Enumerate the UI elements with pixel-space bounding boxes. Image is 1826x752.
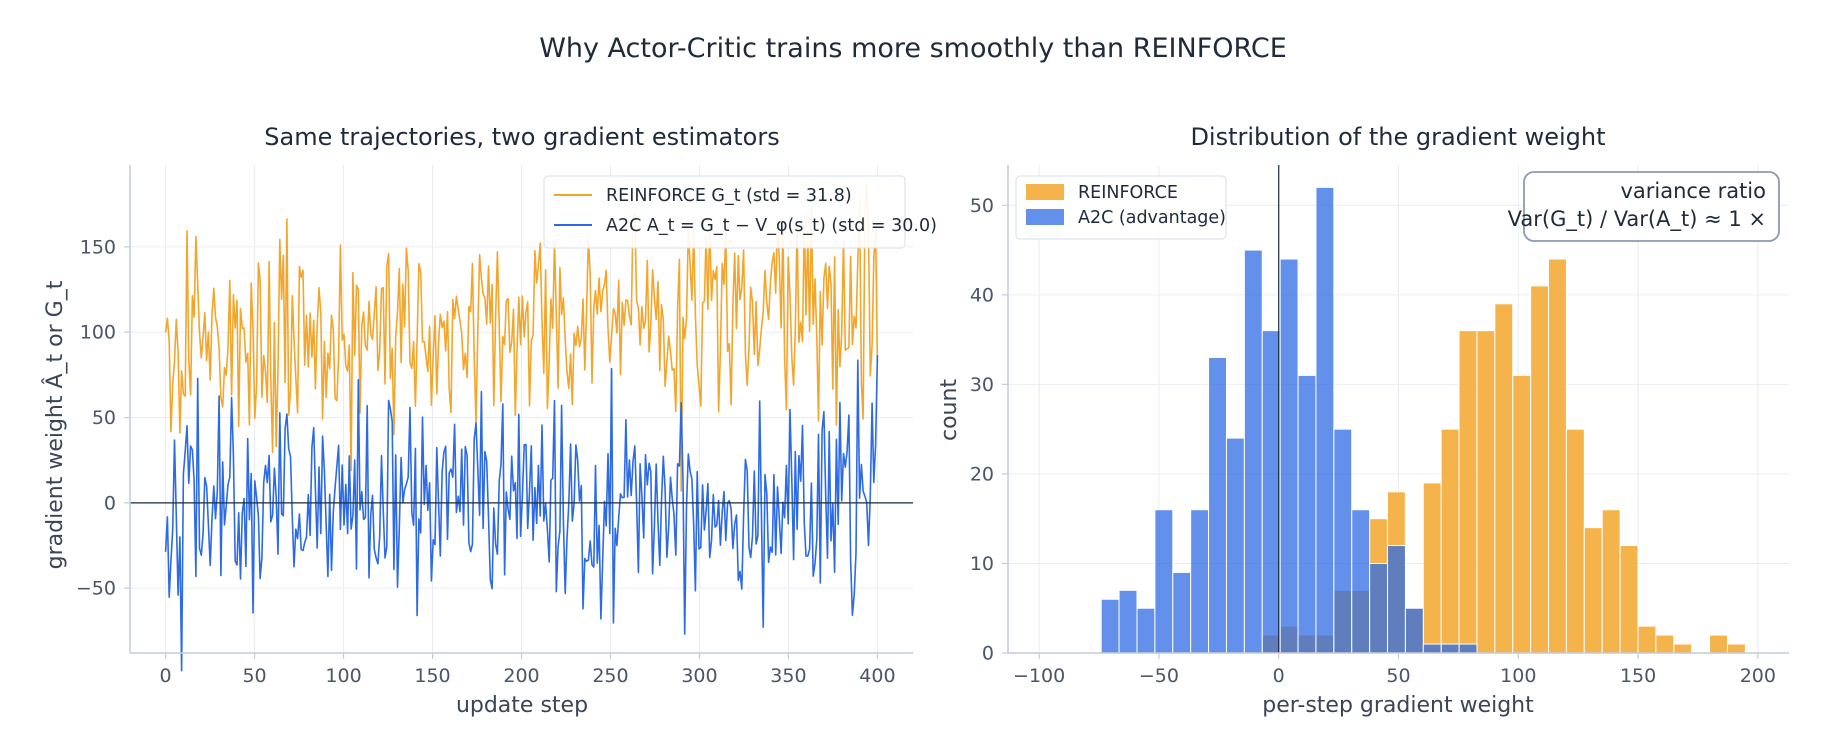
left-xtick-label: 50 <box>242 665 266 687</box>
right-ytick-label: 0 <box>982 643 994 665</box>
left-legend-label: A2C A_t = G_t − V_φ(s_t) (std = 30.0) <box>606 216 937 236</box>
a2c-histogram-bar <box>1351 509 1371 654</box>
a2c-series-line <box>164 355 879 672</box>
right-xlabel: per-step gradient weight <box>1262 693 1534 718</box>
a2c-histogram-bar <box>1387 545 1406 654</box>
right-panel-histogram: Distribution of the gradient weight −100… <box>937 123 1789 718</box>
left-xtick-label: 250 <box>592 665 628 687</box>
right-xtick-label: −50 <box>1139 665 1179 687</box>
right-legend-box <box>1015 175 1227 240</box>
reinforce-histogram-bar <box>1637 625 1657 654</box>
reinforce-histogram-bar <box>1530 285 1550 654</box>
reinforce-series-line <box>164 182 879 492</box>
right-xtick-label: 0 <box>1273 665 1285 687</box>
right-legend-label: A2C (advantage) <box>1078 208 1226 228</box>
reinforce-histogram-bar <box>1512 374 1532 654</box>
reinforce-histogram-bar <box>1565 428 1585 654</box>
right-ytick-label: 20 <box>970 463 994 485</box>
left-xtick-label: 0 <box>160 665 172 687</box>
right-legend: REINFORCE A2C (advantage) <box>1015 175 1227 240</box>
reinforce-histogram-bar <box>1458 330 1478 654</box>
a2c-histogram-bar <box>1404 607 1424 654</box>
annotation-line1: variance ratio <box>1620 179 1766 203</box>
left-ytick-label: 50 <box>92 407 116 429</box>
left-panel-title: Same trajectories, two gradient estimato… <box>264 123 779 151</box>
reinforce-histogram-bar <box>1726 643 1746 654</box>
a2c-histogram-bar <box>1458 643 1478 654</box>
a2c-histogram-bar <box>1100 598 1120 654</box>
left-ylabel: gradient weight Â_t or G_t <box>42 280 68 569</box>
right-ytick-label: 50 <box>970 195 994 217</box>
figure-title: Why Actor-Critic trains more smoothly th… <box>539 33 1287 64</box>
a2c-histogram-bar <box>1261 330 1281 654</box>
variance-ratio-annotation: variance ratio Var(G_t) / Var(A_t) ≈ 1 × <box>1508 171 1780 242</box>
right-xtick-label: 50 <box>1386 665 1410 687</box>
right-xtick-label: 100 <box>1500 665 1536 687</box>
left-panel-line-chart: Same trajectories, two gradient estimato… <box>42 123 937 718</box>
right-xtick-label: 150 <box>1620 665 1656 687</box>
a2c-histogram-bar <box>1208 357 1227 654</box>
reinforce-histogram-bar <box>1476 330 1496 654</box>
left-legend-label: REINFORCE G_t (std = 31.8) <box>606 186 852 206</box>
left-ytick-label: −50 <box>76 578 116 600</box>
right-legend-swatch <box>1026 184 1064 200</box>
left-axes: 0 50 100 150 200 250 300 350 400 −50 0 50 100 150 <box>76 165 913 687</box>
a2c-histogram-bar <box>1118 589 1138 654</box>
a2c-histogram-bar <box>1422 643 1442 654</box>
annotation-line2: Var(G_t) / Var(A_t) ≈ 1 × <box>1508 207 1766 232</box>
a2c-histogram-bar <box>1440 643 1460 654</box>
a2c-histogram-bar <box>1279 258 1299 654</box>
right-panel-title: Distribution of the gradient weight <box>1190 123 1605 151</box>
left-xtick-label: 300 <box>681 665 717 687</box>
left-xtick-label: 350 <box>770 665 806 687</box>
right-bars-layer <box>1100 165 1746 654</box>
a2c-histogram-bar <box>1172 571 1192 654</box>
a2c-histogram-bar <box>1190 509 1210 654</box>
left-ytick-label: 0 <box>104 492 116 514</box>
left-xlabel: update step <box>456 693 588 718</box>
a2c-histogram-bar <box>1315 186 1335 654</box>
right-axes: −100 −50 0 50 100 150 200 0 10 20 30 40 50 <box>970 165 1789 687</box>
left-xtick-label: 400 <box>859 665 895 687</box>
right-legend-label: REINFORCE <box>1078 183 1178 203</box>
a2c-histogram-bar <box>1136 607 1156 654</box>
reinforce-histogram-bar <box>1673 643 1693 654</box>
reinforce-histogram-bar <box>1494 303 1514 654</box>
left-ytick-label: 150 <box>80 236 116 258</box>
right-ylabel: count <box>937 379 962 441</box>
right-legend-swatch <box>1026 209 1064 225</box>
annotation-box <box>1523 171 1780 242</box>
reinforce-histogram-bar <box>1709 634 1728 654</box>
right-xtick-label: −100 <box>1013 665 1065 687</box>
reinforce-histogram-bar <box>1601 509 1621 654</box>
reinforce-histogram-bar <box>1440 428 1460 654</box>
reinforce-histogram-bar <box>1655 634 1675 654</box>
right-xtick-label: 200 <box>1740 665 1776 687</box>
left-legend: REINFORCE G_t (std = 31.8) A2C A_t = G_t … <box>543 175 937 249</box>
right-ytick-label: 30 <box>970 374 994 396</box>
reinforce-histogram-bar <box>1548 258 1567 654</box>
right-ytick-label: 10 <box>970 553 994 575</box>
a2c-histogram-bar <box>1333 428 1353 654</box>
a2c-histogram-bar <box>1297 374 1317 654</box>
a2c-histogram-bar <box>1243 249 1263 654</box>
left-ytick-label: 100 <box>80 322 116 344</box>
left-series-layer <box>130 182 913 672</box>
reinforce-histogram-bar <box>1422 482 1442 654</box>
right-ytick-label: 40 <box>970 284 994 306</box>
left-xtick-label: 100 <box>325 665 361 687</box>
a2c-histogram-bar <box>1369 562 1389 654</box>
a2c-histogram-bar <box>1154 509 1174 654</box>
left-xtick-label: 150 <box>414 665 450 687</box>
reinforce-histogram-bar <box>1583 527 1603 654</box>
left-xtick-label: 200 <box>503 665 539 687</box>
a2c-histogram-bar <box>1225 437 1245 654</box>
reinforce-histogram-bar <box>1619 545 1639 654</box>
left-legend-box <box>543 175 906 249</box>
